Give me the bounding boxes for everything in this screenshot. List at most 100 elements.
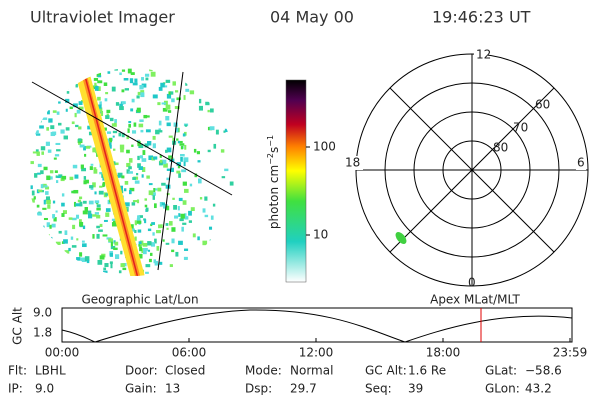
speckle (189, 183, 193, 187)
label-bg (343, 156, 363, 170)
speckle (110, 245, 116, 250)
speckle (79, 270, 84, 275)
speckle (49, 170, 54, 174)
speckle (63, 239, 68, 244)
speckle (118, 270, 122, 274)
speckle (53, 76, 56, 82)
speckle (138, 143, 144, 149)
speckle (76, 238, 79, 241)
speckle (137, 155, 140, 161)
speckle (81, 267, 86, 270)
speckle (120, 263, 125, 268)
speckle (194, 173, 198, 178)
speckle (190, 207, 195, 211)
speckle (129, 78, 134, 84)
speckle (52, 200, 56, 204)
speckle (170, 167, 174, 173)
speckle (183, 256, 188, 260)
speckle (153, 188, 156, 193)
speckle (223, 130, 226, 133)
speckle (220, 149, 225, 153)
speckle (114, 119, 117, 123)
speckle (61, 261, 65, 266)
speckle (74, 112, 77, 118)
speckle (74, 174, 79, 179)
speckle (209, 126, 215, 131)
speckle (72, 164, 78, 169)
speckle (119, 103, 123, 108)
speckle (147, 228, 152, 232)
speckle (96, 104, 102, 109)
speckle (173, 122, 178, 127)
speckle (147, 241, 152, 246)
speckle (100, 280, 104, 282)
speckle (39, 125, 44, 129)
speckle (55, 265, 60, 271)
plot-frame (61, 307, 573, 343)
speckle (45, 70, 50, 75)
speckle (55, 175, 58, 178)
auroral-band-core (84, 75, 140, 276)
speckle (40, 170, 44, 175)
speckle (83, 176, 87, 180)
speckle (138, 241, 142, 245)
speckle (80, 164, 84, 169)
speckle (174, 90, 179, 93)
speckle (106, 109, 111, 114)
speckle (55, 282, 60, 285)
speckle (130, 224, 134, 229)
speckle (131, 130, 137, 134)
speckle (72, 217, 77, 221)
speckle (61, 193, 65, 197)
speckle (101, 173, 105, 178)
speckle (153, 156, 158, 160)
speckle (159, 154, 162, 158)
speckle (46, 127, 50, 131)
speckle (185, 263, 189, 268)
speckle (73, 201, 77, 207)
speckle (134, 229, 137, 234)
speckle (202, 240, 208, 246)
speckle (71, 190, 76, 194)
speckle (115, 174, 120, 178)
speckle (76, 109, 81, 114)
speckle (35, 283, 37, 287)
speckle (146, 175, 150, 179)
speckle (54, 170, 58, 173)
speckle (208, 258, 213, 262)
speckle (115, 102, 120, 106)
speckle (45, 186, 50, 190)
speckle (221, 261, 225, 264)
speckle (127, 68, 132, 74)
speckle (183, 95, 186, 100)
speckle (106, 138, 110, 143)
info-value: 1.6 Re (408, 364, 446, 378)
speckle (54, 259, 59, 263)
speckle (144, 73, 150, 77)
speckle (66, 263, 70, 269)
speckle (37, 172, 41, 175)
speckle (103, 82, 108, 86)
speckle (128, 158, 133, 163)
speckle (114, 68, 118, 71)
speckle (168, 135, 173, 138)
speckle (140, 129, 144, 133)
speckle (75, 124, 79, 128)
info-value: 13 (165, 382, 180, 396)
speckle (224, 112, 229, 115)
speckle (49, 236, 53, 241)
speckle (168, 91, 172, 95)
speckle (55, 271, 58, 275)
speckle (181, 226, 184, 232)
speckle (43, 81, 48, 87)
speckle (48, 118, 53, 123)
speckle (85, 179, 89, 184)
speckle (141, 167, 146, 173)
info-label: GLat: (485, 364, 517, 378)
speckle (160, 159, 163, 163)
speckle (136, 172, 139, 176)
speckle (78, 196, 83, 200)
speckle (85, 145, 91, 149)
speckle (44, 245, 48, 250)
speckle (36, 204, 40, 208)
